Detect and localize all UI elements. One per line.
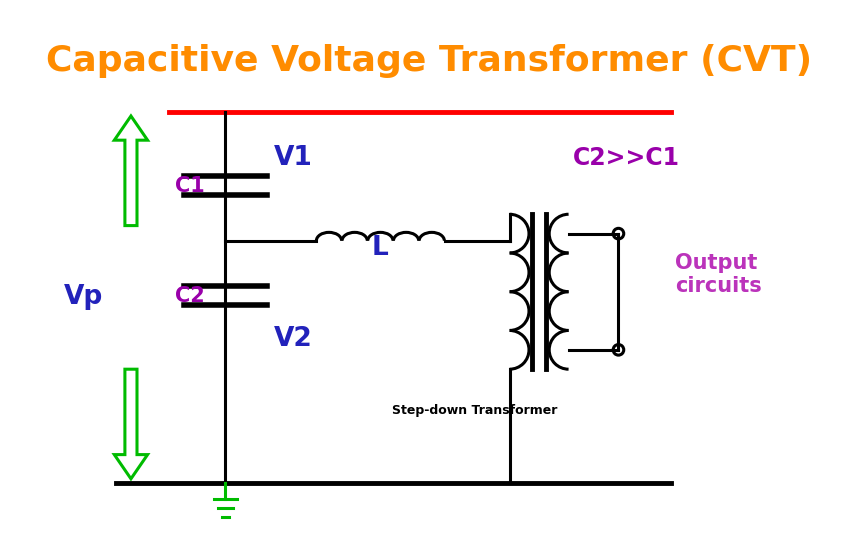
Text: Output
circuits: Output circuits (675, 253, 762, 296)
Text: L: L (372, 235, 389, 261)
Text: V2: V2 (274, 326, 313, 352)
Polygon shape (114, 369, 148, 479)
Text: V1: V1 (274, 145, 313, 170)
Text: C2: C2 (174, 286, 204, 306)
Text: Vp: Vp (64, 285, 103, 310)
Text: Step-down Transformer: Step-down Transformer (393, 404, 557, 417)
Text: Capacitive Voltage Transformer (CVT): Capacitive Voltage Transformer (CVT) (46, 44, 813, 78)
Text: C2>>C1: C2>>C1 (572, 145, 679, 169)
Text: C1: C1 (174, 176, 204, 196)
Polygon shape (114, 116, 148, 226)
